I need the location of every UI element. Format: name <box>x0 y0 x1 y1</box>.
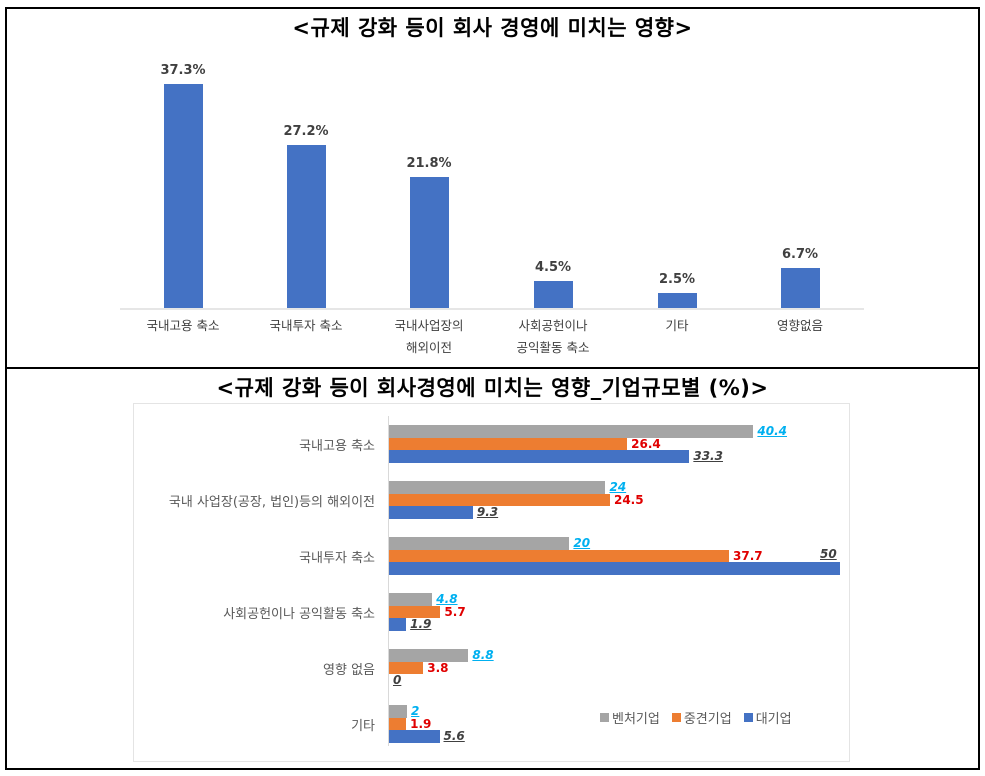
top-category-label: 기타 <box>612 315 742 337</box>
top-category-line: 공익활동 축소 <box>516 340 590 355</box>
top-bar-value-label: 2.5% <box>658 271 696 287</box>
bar-value-label-venture: 24 <box>609 480 627 494</box>
top-category-line: 국내고용 축소 <box>146 318 220 333</box>
bar-venture <box>389 425 754 438</box>
bottom-chart-area <box>133 403 850 762</box>
legend-label-venture: 벤처기업 <box>612 712 660 727</box>
outer-frame <box>5 7 980 770</box>
bar-value-label-midsize: 26.4 <box>631 436 661 451</box>
bottom-chart-y-axis <box>388 416 389 746</box>
bar-value-label-midsize: 3.8 <box>427 660 449 675</box>
bar-large <box>389 450 690 463</box>
legend-item-venture: 벤처기업 <box>600 708 660 727</box>
bar-venture <box>389 593 433 606</box>
bar-value-label-large: 1.9 <box>410 617 432 631</box>
bar-value-label-venture: 2 <box>411 704 420 718</box>
legend-item-large: 대기업 <box>743 708 792 727</box>
bar-value-label-venture: 8.8 <box>472 648 494 662</box>
bottom-category-label: 영향 없음 <box>323 663 375 678</box>
legend-label-large: 대기업 <box>755 712 792 727</box>
bar-value-label-midsize: 37.7 <box>733 548 763 563</box>
bar-midsize <box>389 549 730 562</box>
bar-value-label-large: 9.3 <box>476 505 499 519</box>
top-category-line: 기타 <box>665 318 689 333</box>
panel-divider <box>5 367 980 369</box>
top-category-label: 영향없음 <box>735 315 865 337</box>
top-bar <box>533 280 573 308</box>
bottom-chart-legend: 벤처기업 중견기업 대기업 <box>600 708 792 727</box>
bar-value-label-midsize: 24.5 <box>613 492 644 507</box>
bar-value-label-venture: 20 <box>573 536 591 550</box>
top-chart-x-axis <box>120 308 864 310</box>
top-category-label: 국내고용 축소 <box>118 315 248 337</box>
bar-value-label-large: 50 <box>820 547 837 561</box>
top-bar <box>657 292 697 308</box>
bar-venture <box>389 649 469 662</box>
bar-large <box>389 730 440 743</box>
bar-venture <box>389 481 606 494</box>
bar-midsize <box>389 493 610 506</box>
bar-value-label-venture: 4.8 <box>436 592 458 606</box>
bar-value-label-midsize: 1.9 <box>410 716 432 731</box>
top-bar <box>780 267 820 308</box>
bar-large <box>389 618 407 631</box>
top-bar-value-label: 4.5% <box>534 259 572 275</box>
legend-label-midsize: 중견기업 <box>683 712 732 727</box>
bar-large <box>389 506 473 519</box>
bar-venture <box>389 705 408 718</box>
top-category-line: 사회공헌이나 <box>518 318 588 333</box>
bar-midsize <box>389 661 424 674</box>
bar-midsize <box>389 437 628 450</box>
top-bar <box>286 144 326 308</box>
top-chart-title: <규제 강화 등이 회사 경영에 미치는 영향> <box>292 16 693 40</box>
bottom-category-label: 사회공헌이나 공익활동 축소 <box>223 607 375 622</box>
top-category-line: 해외이전 <box>405 340 452 355</box>
bar-value-label-large: 33.3 <box>693 449 723 463</box>
legend-item-midsize: 중견기업 <box>671 708 732 727</box>
bar-value-label-venture: 40.4 <box>757 424 788 438</box>
bar-midsize <box>389 605 441 618</box>
top-bar-value-label: 37.3% <box>160 63 206 78</box>
bar-value-label-midsize: 5.7 <box>444 604 466 619</box>
legend-swatch-large <box>743 713 753 722</box>
top-category-line: 국내투자 축소 <box>269 318 343 333</box>
legend-swatch-venture <box>600 713 609 722</box>
bottom-chart-title: <규제 강화 등이 회사경영에 미치는 영향_기업규모별 (%)> <box>216 376 769 400</box>
top-category-label: 국내투자 축소 <box>241 315 371 337</box>
bar-venture <box>389 537 570 550</box>
bottom-category-label: 국내고용 축소 <box>299 439 375 454</box>
bottom-category-label: 국내투자 축소 <box>299 551 375 566</box>
bar-value-label-large: 5.6 <box>443 729 465 743</box>
top-bar-value-label: 27.2% <box>283 123 329 139</box>
top-category-line: 영향없음 <box>776 318 823 333</box>
bottom-category-label: 국내 사업장(공장, 법인)등의 해외이전 <box>168 495 375 510</box>
bar-large <box>389 562 840 575</box>
legend-swatch-midsize <box>671 713 681 722</box>
top-category-line: 국내사업장의 <box>394 318 464 333</box>
bar-value-label-large: 0 <box>393 673 402 687</box>
bar-midsize <box>389 717 407 730</box>
top-bar-value-label: 21.8% <box>406 156 452 172</box>
top-bar <box>163 84 203 308</box>
top-bar <box>409 177 449 308</box>
top-bar-value-label: 6.7% <box>781 246 819 262</box>
bottom-category-label: 기타 <box>351 719 375 734</box>
